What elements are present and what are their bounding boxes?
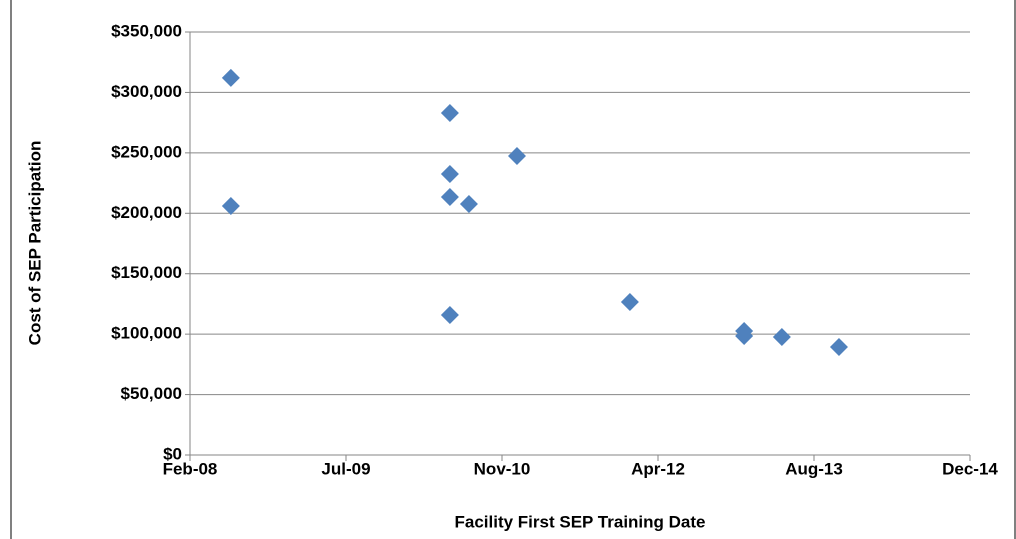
y-tick-label: $50,000 [121, 384, 182, 403]
y-tick-label: $350,000 [111, 21, 182, 40]
x-tick-label: Feb-08 [163, 459, 218, 478]
data-point [440, 306, 459, 325]
data-point [221, 197, 240, 216]
y-tick-label: $250,000 [111, 142, 182, 161]
y-axis-title: Cost of SEP Participation [25, 141, 44, 346]
y-tick-label: $100,000 [111, 324, 182, 343]
x-axis-title: Facility First SEP Training Date [455, 512, 706, 531]
data-point [221, 68, 240, 87]
data-point [440, 165, 459, 184]
data-point [507, 146, 526, 165]
y-tick-label: $300,000 [111, 82, 182, 101]
data-point [440, 103, 459, 122]
data-point [620, 292, 639, 311]
y-tick-label: $200,000 [111, 203, 182, 222]
data-point [829, 337, 848, 356]
x-tick-label: Jul-09 [321, 459, 370, 478]
x-tick-label: Apr-12 [631, 459, 685, 478]
x-tick-label: Nov-10 [474, 459, 531, 478]
chart-border [10, 0, 1016, 539]
y-tick-label: $150,000 [111, 263, 182, 282]
data-point [440, 187, 459, 206]
data-point [459, 194, 478, 213]
y-tick-label: $0 [163, 444, 182, 463]
x-tick-label: Aug-13 [785, 459, 843, 478]
data-point [772, 328, 791, 347]
x-tick-label: Dec-14 [942, 459, 998, 478]
data-point [735, 326, 754, 345]
